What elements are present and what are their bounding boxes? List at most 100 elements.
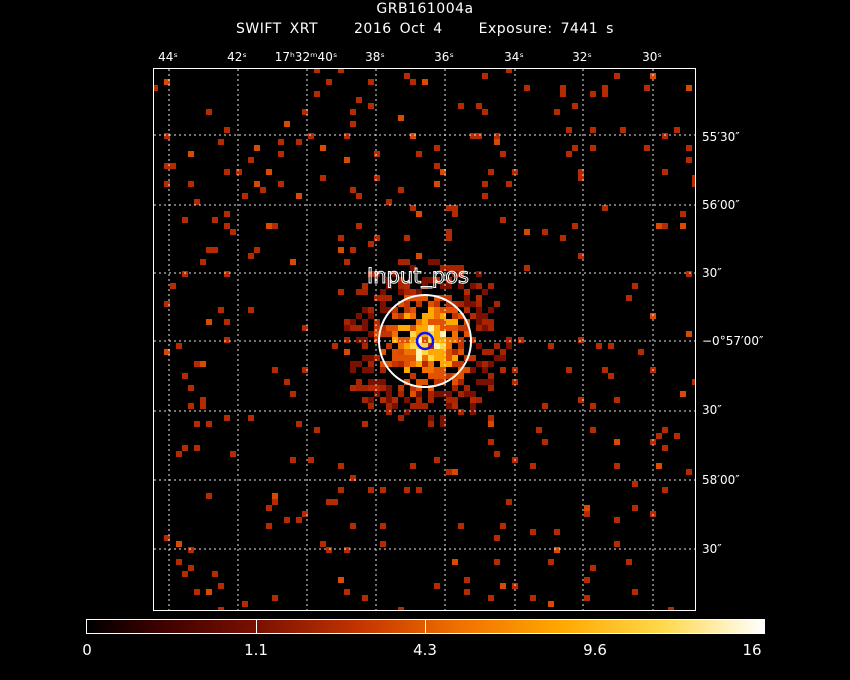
photon-pixel: [302, 511, 308, 517]
photon-pixel: [542, 229, 548, 235]
photon-pixel: [440, 325, 446, 331]
photon-pixel: [434, 337, 440, 343]
photon-pixel: [452, 349, 458, 355]
photon-pixel: [224, 211, 230, 217]
photon-pixel: [416, 151, 422, 157]
photon-pixel: [302, 325, 308, 331]
photon-pixel: [548, 343, 554, 349]
photon-pixel: [356, 337, 362, 343]
photon-pixel: [362, 289, 368, 295]
photon-pixel: [362, 355, 368, 361]
photon-pixel: [254, 181, 260, 187]
photon-pixel: [578, 337, 584, 343]
photon-pixel: [344, 589, 350, 595]
photon-pixel: [362, 307, 368, 313]
photon-pixel: [218, 139, 224, 145]
photon-pixel: [410, 361, 416, 367]
photon-pixel: [446, 205, 452, 211]
photon-pixel: [374, 175, 380, 181]
photon-pixel: [386, 277, 392, 283]
photon-pixel: [488, 439, 494, 445]
photon-pixel: [368, 271, 374, 277]
photon-pixel: [248, 157, 254, 163]
photon-pixel: [488, 319, 494, 325]
photon-pixel: [686, 157, 692, 163]
photon-pixel: [458, 373, 464, 379]
photon-pixel: [476, 307, 482, 313]
photon-pixel: [428, 373, 434, 379]
photon-pixel: [404, 283, 410, 289]
photon-pixel: [578, 169, 584, 175]
photon-pixel: [398, 301, 404, 307]
photon-pixel: [476, 295, 482, 301]
photon-pixel: [380, 541, 386, 547]
photon-pixel: [476, 379, 482, 385]
ra-label: 34ˢ: [504, 50, 524, 64]
photon-pixel: [368, 307, 374, 313]
dec-label: 56′00″: [702, 198, 740, 212]
photon-pixel: [446, 229, 452, 235]
photon-pixel: [344, 319, 350, 325]
photon-pixel: [248, 307, 254, 313]
photon-pixel: [446, 319, 452, 325]
photon-pixel: [572, 145, 578, 151]
photon-pixel: [200, 397, 206, 403]
photon-pixel: [404, 349, 410, 355]
photon-pixel: [524, 229, 530, 235]
photon-pixel: [368, 385, 374, 391]
photon-pixel: [410, 295, 416, 301]
photon-pixel: [530, 463, 536, 469]
photon-pixel: [662, 133, 668, 139]
photon-pixel: [464, 577, 470, 583]
photon-pixel: [680, 391, 686, 397]
photon-pixel: [218, 307, 224, 313]
photon-pixel: [494, 355, 500, 361]
photon-pixel: [212, 247, 218, 253]
photon-pixel: [380, 487, 386, 493]
photon-pixel: [470, 403, 476, 409]
photon-pixel: [374, 271, 380, 277]
photon-pixel: [476, 301, 482, 307]
photon-pixel: [374, 319, 380, 325]
photon-pixel: [422, 283, 428, 289]
photon-pixel: [602, 91, 608, 97]
photon-pixel: [290, 391, 296, 397]
photon-pixel: [404, 379, 410, 385]
photon-pixel: [338, 235, 344, 241]
photon-pixel: [578, 253, 584, 259]
photon-pixel: [560, 235, 566, 241]
photon-pixel: [434, 355, 440, 361]
photon-pixel: [374, 331, 380, 337]
photon-pixel: [344, 259, 350, 265]
photon-pixel: [422, 79, 428, 85]
photon-pixel: [188, 151, 194, 157]
photon-pixel: [494, 535, 500, 541]
photon-pixel: [608, 343, 614, 349]
photon-pixel: [674, 433, 680, 439]
photon-pixel: [452, 337, 458, 343]
photon-pixel: [374, 325, 380, 331]
photon-pixel: [650, 439, 656, 445]
photon-pixel: [446, 361, 452, 367]
photon-pixel: [410, 391, 416, 397]
photon-pixel: [422, 361, 428, 367]
photon-pixel: [602, 205, 608, 211]
photon-pixel: [416, 319, 422, 325]
photon-pixel: [530, 595, 536, 601]
colorbar-label: 4.3: [413, 641, 437, 659]
photon-pixel: [482, 193, 488, 199]
photon-pixel: [386, 283, 392, 289]
photon-pixel: [470, 355, 476, 361]
photon-pixel: [404, 487, 410, 493]
photon-pixel: [488, 307, 494, 313]
photon-pixel: [410, 343, 416, 349]
photon-pixel: [440, 169, 446, 175]
photon-pixel: [368, 403, 374, 409]
photon-pixel: [362, 595, 368, 601]
photon-pixel: [224, 169, 230, 175]
dec-label: 30″: [702, 403, 722, 417]
photon-pixel: [452, 559, 458, 565]
photon-pixel: [164, 181, 170, 187]
photon-pixel: [452, 301, 458, 307]
photon-pixel: [404, 73, 410, 79]
